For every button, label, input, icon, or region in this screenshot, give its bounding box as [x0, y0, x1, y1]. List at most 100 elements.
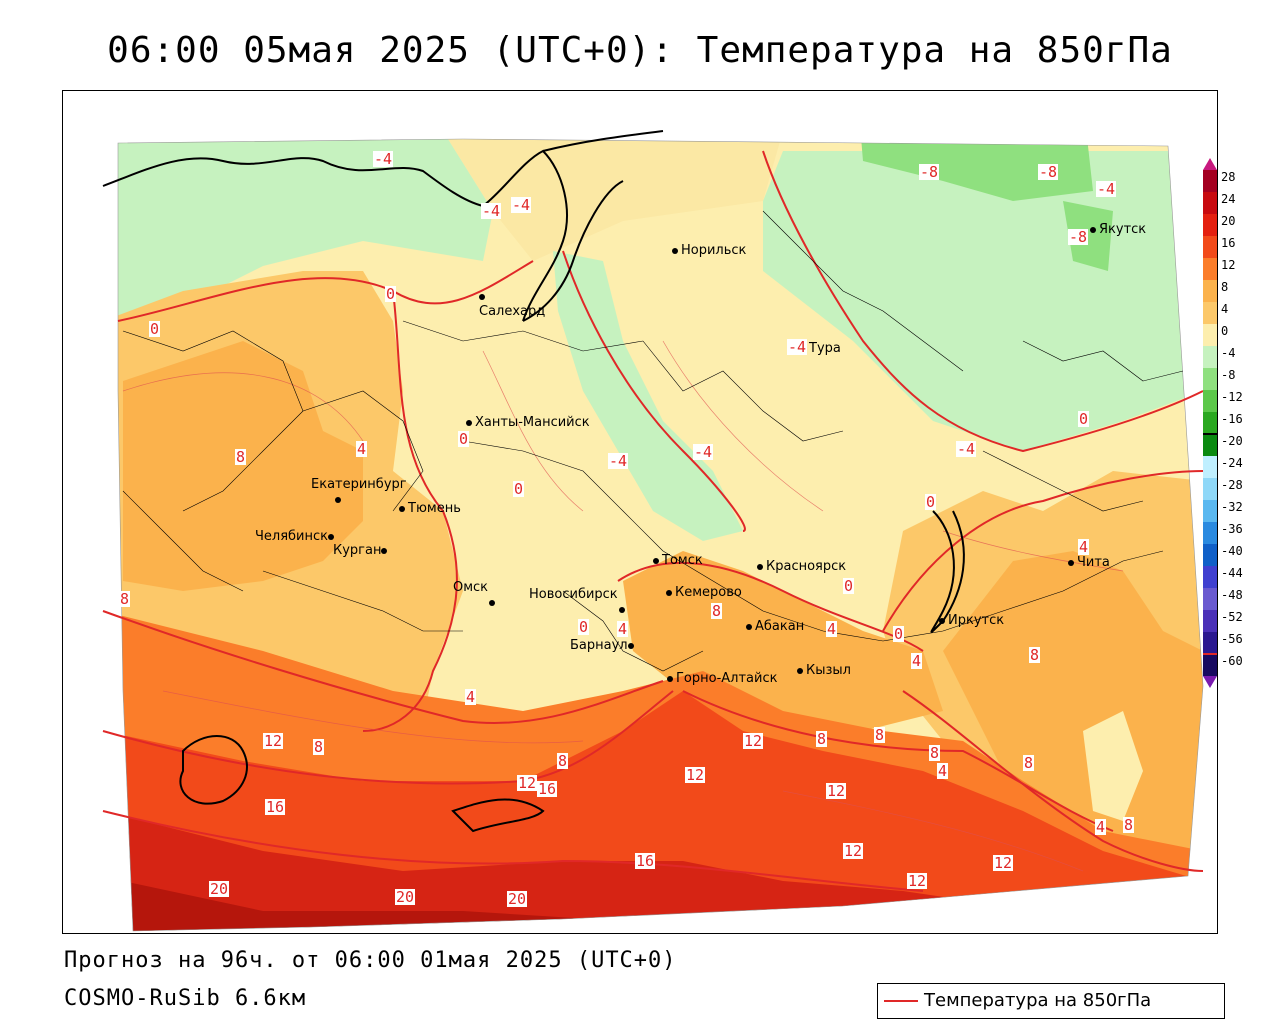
contour-label: 20	[507, 890, 528, 908]
city-marker-icon	[381, 547, 388, 554]
contour-label: -4	[373, 150, 394, 168]
city-marker-icon	[672, 247, 678, 254]
city-salekhard: Салехард	[479, 289, 545, 319]
colorbar-tick: -60	[1221, 654, 1243, 668]
contour-label: 0	[843, 577, 855, 595]
city-marker-icon	[757, 563, 763, 570]
coastlines	[102, 130, 965, 833]
city-marker-icon	[466, 419, 472, 426]
city-barnaul: Барнаул	[570, 638, 637, 653]
contour-label: -4	[787, 338, 808, 356]
colorbar-tick: -32	[1221, 500, 1243, 514]
city-norilsk: Норильск	[672, 243, 746, 258]
city-marker-icon	[619, 606, 625, 613]
colorbar-tick: 12	[1221, 258, 1236, 272]
isotherms	[102, 150, 1204, 892]
city-marker-icon	[627, 642, 634, 649]
contour-label: 0	[578, 618, 590, 636]
contour-label: -4	[693, 443, 714, 461]
contour-label: 8	[1023, 754, 1035, 772]
city-marker-icon	[489, 599, 495, 606]
contour-label: 12	[843, 842, 864, 860]
city-tomsk: Томск	[653, 553, 703, 568]
thin-contours	[122, 340, 1124, 872]
contour-label: 12	[517, 774, 538, 792]
colorbar-tick: -44	[1221, 566, 1243, 580]
colorbar-tick: -40	[1221, 544, 1243, 558]
contour-label: 8	[929, 744, 941, 762]
colorbar-tick: 28	[1221, 170, 1236, 184]
colorbar-tick: -56	[1221, 632, 1243, 646]
colorbar-tick: -24	[1221, 456, 1243, 470]
legend-label: Температура на 850гПа	[924, 990, 1152, 1011]
contour-label: -4	[481, 202, 502, 220]
contour-label: -8	[919, 163, 940, 181]
city-marker-icon	[746, 623, 752, 630]
city-abakan: Абакан	[746, 619, 804, 634]
contour-label: 8	[1029, 646, 1041, 664]
colorbar-tick: -28	[1221, 478, 1243, 492]
contour-label: 4	[1078, 538, 1090, 556]
contour-label: -4	[511, 196, 532, 214]
city-chita: Чита	[1068, 555, 1110, 570]
city-kurgan: Курган	[333, 543, 390, 558]
city-kyzyl: Кызыл	[797, 663, 851, 678]
city-marker-icon	[399, 505, 405, 512]
colorbar-tick: -52	[1221, 610, 1243, 624]
city-marker-icon	[479, 293, 485, 300]
contour-label: 12	[685, 766, 706, 784]
contour-label: -8	[1038, 163, 1059, 181]
colorbar-tick: 0	[1221, 324, 1229, 338]
colorbar-tick: 24	[1221, 192, 1236, 206]
map-frame: Норильск Якутск Салехард Тура Ханты-Манс…	[62, 90, 1218, 934]
contour-label: -4	[1096, 180, 1117, 198]
contour-label: 4	[826, 620, 838, 638]
contour-label: 4	[1095, 818, 1107, 836]
contour-label: 4	[356, 440, 368, 458]
colorbar-tick: -48	[1221, 588, 1243, 602]
forecast-info: Прогноз на 96ч. от 06:00 01мая 2025 (UTC…	[64, 948, 677, 973]
contour-label: 8	[1123, 816, 1135, 834]
colorbar-tick: 16	[1221, 236, 1236, 250]
temperature-map	[102, 130, 1204, 932]
contour-label: 0	[1078, 410, 1090, 428]
colorbar-tick: 8	[1221, 280, 1229, 294]
city-omsk: Омск	[453, 580, 498, 610]
legend-line-icon	[884, 1000, 918, 1002]
city-marker-icon	[797, 667, 803, 674]
colorbar	[1203, 158, 1217, 688]
city-tyumen: Тюмень	[399, 501, 461, 516]
domain-outline	[117, 138, 1204, 932]
contour-label: 0	[925, 493, 937, 511]
colorbar-tick: -4	[1221, 346, 1236, 360]
contour-label: 8	[711, 602, 723, 620]
admin-borders	[122, 210, 1184, 672]
city-marker-icon	[328, 533, 335, 540]
legend: Температура на 850гПа	[877, 983, 1225, 1019]
colorbar-tick: 4	[1221, 302, 1229, 316]
city-gorno-altaysk: Горно-Алтайск	[667, 671, 777, 686]
colorbar-tick: -16	[1221, 412, 1243, 426]
page-title: 06:00 05мая 2025 (UTC+0): Температура на…	[107, 30, 1173, 71]
contour-label: 4	[465, 688, 477, 706]
colorbar-tick: -12	[1221, 390, 1243, 404]
contour-label: 0	[149, 320, 161, 338]
city-marker-icon	[335, 496, 341, 503]
city-novosibirsk: Новосибирск	[529, 587, 628, 617]
contour-label: 8	[874, 726, 886, 744]
colorbar-tick: -36	[1221, 522, 1243, 536]
contour-label: 12	[907, 872, 928, 890]
contour-label: 4	[937, 762, 949, 780]
city-khanty-mansiysk: Ханты-Мансийск	[466, 415, 590, 430]
contour-label: 8	[313, 738, 325, 756]
contour-label: 12	[743, 732, 764, 750]
contour-label: 8	[557, 752, 569, 770]
contour-label: 12	[993, 854, 1014, 872]
contour-label: 0	[458, 430, 470, 448]
contour-label: 4	[911, 652, 923, 670]
city-yakutsk: Якутск	[1090, 222, 1146, 237]
contour-label: 8	[119, 590, 131, 608]
city-marker-icon	[666, 589, 672, 596]
city-marker-icon	[939, 617, 945, 624]
city-chelyabinsk: Челябинск	[255, 529, 337, 544]
